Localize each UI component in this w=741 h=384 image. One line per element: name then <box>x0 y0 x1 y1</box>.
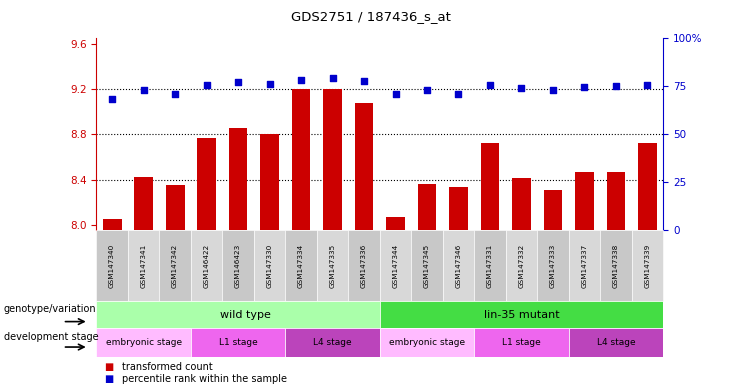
Point <box>516 85 528 91</box>
Point <box>390 91 402 97</box>
Bar <box>292 89 310 384</box>
Bar <box>537 230 569 301</box>
Bar <box>102 219 122 384</box>
Bar <box>222 230 253 301</box>
Bar <box>165 185 185 384</box>
Text: GSM146422: GSM146422 <box>204 244 210 288</box>
Bar <box>443 230 474 301</box>
Point <box>295 77 307 83</box>
Bar <box>285 328 380 357</box>
Bar <box>159 230 191 301</box>
Point <box>610 83 622 89</box>
Text: GSM147341: GSM147341 <box>141 244 147 288</box>
Text: GSM147337: GSM147337 <box>582 244 588 288</box>
Point <box>421 87 433 93</box>
Text: GSM147331: GSM147331 <box>487 244 493 288</box>
Bar <box>96 328 191 357</box>
Text: GSM147340: GSM147340 <box>109 244 115 288</box>
Bar <box>323 89 342 384</box>
Text: percentile rank within the sample: percentile rank within the sample <box>122 374 288 384</box>
Text: GSM147332: GSM147332 <box>519 244 525 288</box>
Text: GSM147345: GSM147345 <box>424 244 430 288</box>
Text: L4 stage: L4 stage <box>597 338 635 347</box>
Bar <box>260 134 279 384</box>
Text: GSM146423: GSM146423 <box>235 244 241 288</box>
Point <box>358 78 370 84</box>
Point <box>169 91 181 97</box>
Bar <box>96 301 379 328</box>
Bar <box>449 187 468 384</box>
Text: L1 stage: L1 stage <box>502 338 541 347</box>
Point <box>642 82 654 88</box>
Text: GSM147333: GSM147333 <box>550 244 556 288</box>
Point <box>579 84 591 90</box>
Bar <box>379 301 663 328</box>
Bar <box>474 230 505 301</box>
Text: lin-35 mutant: lin-35 mutant <box>484 310 559 320</box>
Point <box>201 82 213 88</box>
Bar <box>386 217 405 384</box>
Bar <box>228 127 247 384</box>
Bar <box>544 190 562 384</box>
Text: embryonic stage: embryonic stage <box>389 338 465 347</box>
Point <box>106 96 118 103</box>
Bar <box>575 172 594 384</box>
Bar <box>512 179 531 384</box>
Bar <box>505 230 537 301</box>
Bar <box>348 230 379 301</box>
Point <box>327 75 339 81</box>
Bar <box>355 103 373 384</box>
Point <box>484 82 496 88</box>
Text: L4 stage: L4 stage <box>313 338 352 347</box>
Text: GSM147330: GSM147330 <box>267 244 273 288</box>
Bar <box>418 184 436 384</box>
Point <box>264 81 276 87</box>
Text: ■: ■ <box>104 374 113 384</box>
Text: transformed count: transformed count <box>122 361 213 372</box>
Point <box>453 91 465 97</box>
Text: GSM147335: GSM147335 <box>330 244 336 288</box>
Bar <box>127 230 159 301</box>
Text: GSM147344: GSM147344 <box>393 244 399 288</box>
Text: GDS2751 / 187436_s_at: GDS2751 / 187436_s_at <box>290 10 451 23</box>
Bar <box>569 328 663 357</box>
Bar <box>638 144 657 384</box>
Point <box>232 79 244 86</box>
Text: GSM147342: GSM147342 <box>172 244 178 288</box>
Bar <box>379 230 411 301</box>
Text: L1 stage: L1 stage <box>219 338 257 347</box>
Text: wild type: wild type <box>221 310 271 320</box>
Bar <box>316 230 348 301</box>
Bar <box>474 328 569 357</box>
Point <box>138 87 150 93</box>
Text: embryonic stage: embryonic stage <box>105 338 182 347</box>
Bar <box>631 230 663 301</box>
Bar <box>191 328 285 357</box>
Bar <box>191 230 222 301</box>
Bar <box>134 177 153 384</box>
Bar <box>96 230 127 301</box>
Bar <box>379 328 474 357</box>
Bar <box>253 230 285 301</box>
Bar <box>480 144 499 384</box>
Bar <box>569 230 600 301</box>
Bar <box>285 230 317 301</box>
Text: GSM147338: GSM147338 <box>613 244 619 288</box>
Text: development stage: development stage <box>4 332 99 342</box>
Point <box>547 87 559 93</box>
Text: GSM147336: GSM147336 <box>361 244 367 288</box>
Bar <box>411 230 443 301</box>
Text: GSM147346: GSM147346 <box>456 244 462 288</box>
Text: GSM147334: GSM147334 <box>298 244 304 288</box>
Text: GSM147339: GSM147339 <box>645 244 651 288</box>
Text: genotype/variation: genotype/variation <box>4 304 96 314</box>
Bar <box>606 172 625 384</box>
Bar <box>600 230 631 301</box>
Text: ■: ■ <box>104 361 113 372</box>
Bar <box>197 138 216 384</box>
